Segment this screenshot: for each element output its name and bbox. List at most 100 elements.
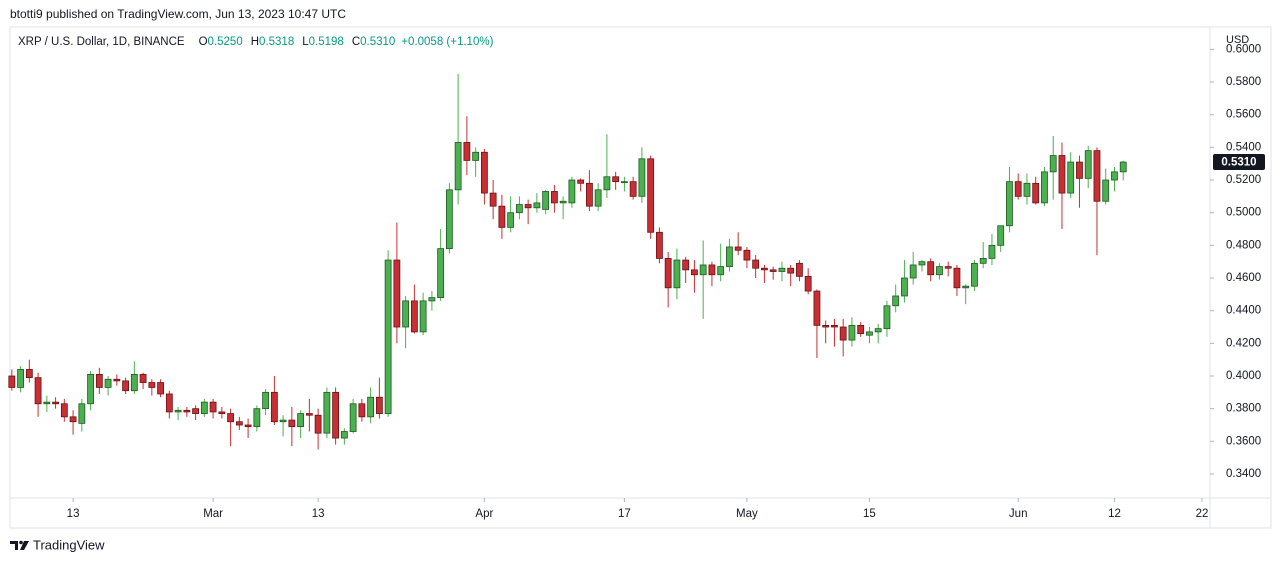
candle-body — [288, 419, 296, 428]
candle-body — [17, 369, 24, 388]
candle-body — [104, 378, 112, 388]
candle-body — [1049, 155, 1057, 173]
candle-body — [402, 300, 410, 328]
candle-body — [796, 262, 803, 277]
candle-body — [227, 413, 235, 423]
candle-body — [909, 264, 917, 279]
candle-body — [445, 189, 453, 250]
y-tick-label: 0.4200 — [1226, 337, 1261, 349]
candle-body — [822, 324, 830, 328]
candle-body — [708, 264, 716, 276]
candle-body — [656, 231, 663, 259]
legend-text: 0.5310 — [360, 36, 395, 48]
candle-body — [463, 142, 471, 161]
candle-body — [612, 176, 620, 183]
y-tick-label: 0.4400 — [1226, 305, 1261, 317]
candle-body — [883, 305, 891, 330]
candle-body — [340, 431, 348, 439]
legend-text: H — [251, 36, 259, 48]
y-tick-label: 0.5000 — [1226, 207, 1261, 219]
candle-body — [235, 421, 243, 426]
legend-text: 0.5250 — [208, 36, 243, 48]
candle-body — [629, 181, 637, 197]
candle-body — [953, 267, 961, 289]
legend-text: +0.0058 (+1.10%) — [401, 36, 493, 48]
candle-body — [691, 269, 698, 276]
y-tick-label: 0.6000 — [1226, 43, 1261, 55]
candle-body — [726, 246, 733, 267]
legend-text: 0.5318 — [259, 36, 294, 48]
candle-body — [148, 382, 156, 388]
candle-body — [349, 403, 357, 432]
candle-body — [515, 204, 523, 214]
legend: XRP / U.S. Dollar, 1D, BINANCE O0.5250 H0.… — [18, 36, 494, 48]
y-tick-label: 0.5800 — [1226, 76, 1261, 88]
candle-body — [192, 408, 199, 414]
candle-body — [95, 373, 103, 388]
candle-body — [393, 259, 401, 328]
candle-body — [936, 266, 943, 276]
candle-body — [524, 204, 532, 209]
candles — [8, 73, 1127, 450]
candle-body — [734, 246, 742, 251]
candle-body — [279, 419, 287, 423]
candle-body — [472, 151, 480, 161]
candle-body — [559, 200, 567, 204]
candle-body — [699, 264, 707, 276]
y-tick-label: 0.5200 — [1226, 174, 1261, 186]
candle-body — [1058, 155, 1066, 194]
candle-body — [752, 259, 760, 269]
candle-body — [262, 391, 270, 410]
candle-body — [1006, 181, 1013, 227]
candle-body — [568, 179, 576, 204]
candle-body — [480, 151, 488, 194]
candle-body — [839, 326, 847, 341]
candle-body — [332, 391, 340, 439]
y-tick-label: 0.4600 — [1226, 272, 1261, 284]
y-tick-label: 0.5600 — [1226, 109, 1261, 121]
candle-body — [1111, 171, 1118, 181]
candle-body — [253, 408, 261, 428]
candle-body — [857, 324, 865, 334]
candle-body — [1067, 161, 1075, 194]
y-tick-label: 0.4000 — [1226, 370, 1261, 382]
footer-brand: TradingView — [33, 537, 105, 552]
candle-body — [918, 261, 926, 266]
candle-body — [130, 373, 138, 392]
y-tick-label: 0.3400 — [1226, 468, 1261, 480]
candle-body — [1023, 182, 1031, 197]
x-tick-label: May — [736, 508, 758, 520]
candle-body — [717, 266, 725, 276]
candle-body — [78, 403, 86, 424]
candle-body — [410, 300, 418, 333]
candle-body — [43, 401, 51, 405]
candle-body — [542, 191, 550, 210]
candle-body — [988, 244, 996, 259]
candle-body — [454, 142, 462, 191]
candle-body — [358, 403, 366, 418]
candle-body — [1102, 179, 1110, 202]
candle-body — [323, 391, 331, 434]
candle-body — [297, 413, 305, 428]
candle-body — [944, 266, 952, 269]
candle-body — [971, 262, 978, 287]
candle-body — [673, 259, 681, 289]
candle-body — [52, 401, 59, 405]
price-label-box — [1213, 154, 1265, 171]
x-tick-label: Mar — [203, 508, 223, 520]
candle-body — [831, 324, 838, 328]
candle-body — [367, 396, 375, 418]
candle-body — [638, 158, 646, 197]
x-tick-label: Jun — [1009, 508, 1028, 520]
candle-body — [113, 378, 121, 382]
candle-body — [489, 192, 497, 207]
candle-body — [270, 391, 278, 423]
candle-body — [866, 331, 873, 336]
legend-text: L — [302, 36, 309, 48]
candle-body — [647, 158, 655, 233]
candle-body — [664, 258, 672, 289]
candle-body — [384, 259, 392, 414]
candle-body — [209, 401, 217, 413]
publish-header: btotti9 published on TradingView.com, Ju… — [10, 7, 346, 21]
